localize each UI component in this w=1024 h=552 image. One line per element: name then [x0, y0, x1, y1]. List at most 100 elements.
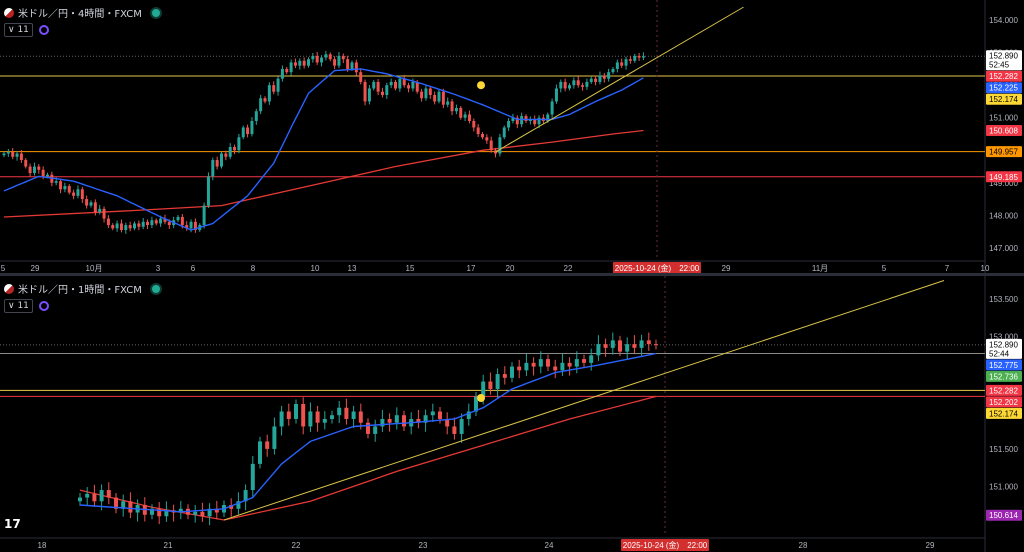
candle-body — [354, 62, 358, 73]
symbol-legend-4h[interactable]: 米ドル／円・4時間・FXCM — [4, 5, 160, 20]
candle-body — [214, 508, 219, 513]
indicator-settings-icon[interactable] — [38, 301, 49, 311]
candle-body — [207, 508, 212, 517]
symbol-title-4h[interactable]: 米ドル／円・4時間・FXCM — [18, 9, 142, 20]
candle-body — [89, 202, 93, 206]
candle-body — [294, 404, 298, 419]
price-tag-label: 152.282 — [989, 386, 1018, 395]
candle-body — [524, 362, 529, 371]
candle-body — [524, 116, 528, 121]
price-tag-label: 149.185 — [989, 173, 1018, 182]
candle-body — [615, 62, 619, 69]
candle-body — [193, 511, 198, 515]
chart-svg-4h[interactable]: 154.000153.000152.000151.000150.000149.0… — [0, 0, 1024, 273]
ma-blue-line — [79, 352, 657, 513]
candle-body — [510, 366, 514, 378]
x-axis: 18 21 22 23 24 28 29 — [38, 541, 935, 550]
x-tick-label: 5 — [882, 264, 887, 273]
price-tag — [986, 82, 1022, 94]
candle-body — [489, 140, 493, 151]
ma-red-line — [3, 129, 644, 218]
candle-body — [115, 223, 119, 229]
x-tick-label: 17 — [467, 264, 476, 273]
candle-body — [574, 359, 579, 367]
candle-body — [594, 78, 598, 82]
candle-body — [28, 166, 32, 174]
tradingview-logo[interactable]: 17 — [4, 517, 21, 531]
candle-body — [445, 418, 450, 427]
candle-body — [603, 344, 608, 348]
candles — [78, 332, 658, 526]
x-tick-label: 10 — [981, 264, 990, 273]
candle-body — [46, 174, 49, 177]
candle-body — [76, 189, 80, 196]
candle-body — [596, 344, 601, 356]
chart-svg-1h[interactable]: 153.500153.000152.500152.000151.500151.0… — [0, 276, 1024, 552]
price-tag — [986, 338, 1022, 359]
indicator-toggle-4h[interactable]: ∨ 11 — [4, 23, 33, 37]
price-tag — [986, 396, 1022, 408]
price-tag-label: 152.202 — [989, 398, 1018, 407]
chart-pane-4h[interactable]: 154.000153.000152.000151.000150.000149.0… — [0, 0, 1024, 273]
candle-body — [178, 508, 183, 513]
cursor-date-tag — [613, 262, 701, 273]
candle-body — [307, 59, 310, 66]
candle-body — [420, 91, 424, 99]
indicator-settings-icon[interactable] — [38, 25, 49, 35]
candle-body — [159, 218, 163, 224]
price-tag-label: 152.775 — [989, 361, 1018, 370]
candle-body — [163, 218, 167, 222]
candle-body — [459, 418, 464, 434]
candle-body — [346, 59, 350, 69]
x-tick-label: 29 — [31, 264, 40, 273]
candle-body — [320, 57, 324, 63]
candle-body — [488, 381, 493, 390]
y-tick-label: 154.000 — [989, 16, 1018, 25]
symbol-legend-1h[interactable]: 米ドル／円・1時間・FXCM — [4, 281, 160, 296]
x-tick-label: 10月 — [86, 264, 103, 273]
candles — [2, 50, 645, 234]
pane-divider[interactable] — [0, 273, 1024, 276]
candle-body — [363, 81, 367, 102]
candle-body — [133, 223, 136, 229]
candle-body — [553, 366, 558, 371]
candle-body — [563, 81, 567, 89]
candle-body — [150, 508, 154, 515]
price-tag-label: 152.890 — [989, 340, 1018, 349]
price-tag-label: 152.225 — [989, 84, 1018, 93]
candle-body — [639, 340, 644, 348]
candle-body — [438, 411, 442, 419]
candle-body — [41, 169, 45, 177]
price-tag-label: 152.736 — [989, 372, 1018, 381]
candle-body — [387, 418, 392, 423]
candle-body — [546, 359, 550, 367]
candle-body — [200, 511, 205, 517]
y-tick-label: 153.500 — [989, 295, 1018, 304]
alert-marker-icon — [477, 81, 485, 90]
candle-body — [366, 422, 370, 434]
candle-body — [441, 91, 445, 105]
candle-body — [598, 75, 602, 82]
candle-body — [250, 463, 255, 491]
candle-body — [498, 137, 502, 154]
candle-body — [507, 120, 511, 128]
candle-body — [351, 411, 356, 419]
candle-body — [119, 223, 123, 230]
x-axis: 5 29 10月 3 6 8 10 13 15 17 20 22 29 11月 5 7 10 — [1, 264, 990, 273]
indicator-toggle-1h[interactable]: ∨ 11 — [4, 299, 33, 313]
candle-body — [625, 344, 630, 352]
symbol-title-1h[interactable]: 米ドル／円・1時間・FXCM — [18, 285, 142, 296]
candle-body — [211, 160, 215, 177]
chart-pane-1h[interactable]: 153.500153.000152.500152.000151.500151.0… — [0, 276, 1024, 552]
x-tick-label: 13 — [348, 264, 357, 273]
candle-body — [279, 411, 284, 427]
candle-body — [146, 221, 150, 226]
candle-body — [372, 81, 376, 89]
x-tick-label: 8 — [251, 264, 256, 273]
candle-body — [254, 111, 258, 121]
candle-body — [424, 88, 428, 99]
candle-body — [376, 81, 380, 92]
candle-body — [78, 497, 82, 502]
candle-body — [157, 508, 162, 517]
y-tick-label: 153.000 — [989, 333, 1018, 342]
